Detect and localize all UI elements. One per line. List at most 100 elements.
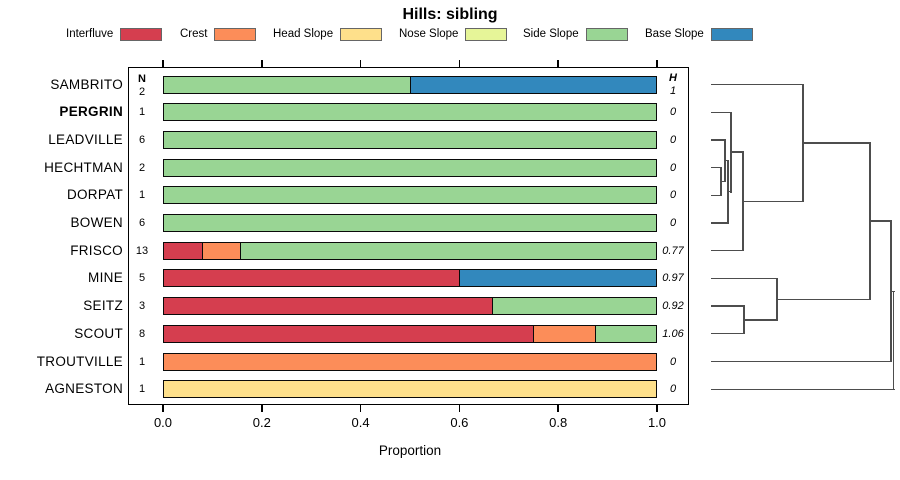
x-axis-label: Proportion [210, 443, 610, 458]
legend-swatch [340, 28, 382, 41]
dendrogram-segment [711, 278, 778, 279]
dendrogram-segment [890, 220, 891, 362]
x-tick-mark [557, 405, 559, 412]
stacked-bar [163, 242, 657, 260]
stacked-bar [163, 131, 657, 149]
n-value: 5 [131, 272, 153, 284]
h-value: 0.92 [657, 300, 689, 312]
bar-segment [164, 215, 656, 231]
n-column-header: N [131, 73, 153, 85]
bar-segment [595, 326, 657, 342]
x-tick-mark [360, 405, 362, 412]
dendrogram-segment [720, 167, 721, 196]
figure: Hills: sibling InterfluveCrestHead Slope… [0, 0, 900, 480]
legend-item: Crest [180, 27, 256, 41]
h-value: 1 [657, 85, 689, 97]
dendrogram-segment [744, 319, 778, 320]
row-label: LEADVILLE [0, 133, 123, 147]
x-tick-label: 0.2 [242, 415, 282, 430]
n-value: 3 [131, 300, 153, 312]
x-tick-mark [459, 405, 461, 412]
stacked-bar [163, 186, 657, 204]
bar-segment [459, 270, 656, 286]
stacked-bar [163, 353, 657, 371]
x-tick-mark [656, 60, 658, 67]
bar-segment [164, 160, 656, 176]
bar-segment [164, 243, 202, 259]
row-label: SAMBRITO [0, 78, 123, 92]
row-label: PERGRIN [0, 105, 123, 119]
dendrogram-segment [711, 84, 804, 85]
bar-segment [533, 326, 595, 342]
row-label: AGNESTON [0, 382, 123, 396]
dendrogram-segment [711, 250, 744, 251]
h-value: 0 [657, 106, 689, 118]
n-value: 2 [131, 86, 153, 98]
dendrogram-segment [743, 305, 744, 334]
n-value: 2 [131, 162, 153, 174]
bar-segment [492, 298, 656, 314]
legend-item-label: Interfluve [66, 28, 113, 40]
row-label: DORPAT [0, 188, 123, 202]
dendrogram-segment [711, 333, 745, 334]
bar-segment [164, 187, 656, 203]
bar-segment [164, 77, 410, 93]
n-value: 8 [131, 328, 153, 340]
dendrogram-segment [870, 220, 892, 221]
legend-item-label: Crest [180, 28, 207, 40]
bar-segment [240, 243, 656, 259]
chart-title: Hills: sibling [0, 6, 900, 24]
row-label: FRISCO [0, 244, 123, 258]
h-value: 0 [657, 356, 689, 368]
n-value: 1 [131, 189, 153, 201]
stacked-bar [163, 103, 657, 121]
legend-item-label: Side Slope [523, 28, 579, 40]
n-value: 1 [131, 106, 153, 118]
bar-segment [164, 354, 656, 370]
h-value: 0 [657, 383, 689, 395]
x-tick-mark [459, 60, 461, 67]
row-label: MINE [0, 271, 123, 285]
row-label: BOWEN [0, 216, 123, 230]
dendrogram-segment [711, 112, 732, 113]
legend-item: Nose Slope [399, 27, 507, 41]
n-value: 6 [131, 134, 153, 146]
dendrogram-segment [711, 389, 895, 390]
legend-swatch [465, 28, 507, 41]
stacked-bar [163, 76, 657, 94]
legend-item: Base Slope [645, 27, 753, 41]
dendrogram-segment [869, 142, 870, 300]
x-tick-mark [261, 60, 263, 67]
legend-swatch [586, 28, 628, 41]
bar-segment [410, 77, 656, 93]
legend-swatch [120, 28, 162, 41]
bar-segment [164, 298, 492, 314]
dendrogram-segment [742, 151, 743, 251]
legend-item: Interfluve [66, 27, 162, 41]
bar-segment [164, 104, 656, 120]
h-value: 0 [657, 217, 689, 229]
row-label: SCOUT [0, 327, 123, 341]
dendrogram-segment [893, 291, 894, 390]
dendrogram-segment [803, 142, 871, 143]
legend-item: Side Slope [523, 27, 628, 41]
row-label: SEITZ [0, 299, 123, 313]
bar-segment [164, 132, 656, 148]
n-value: 6 [131, 217, 153, 229]
dendrogram-segment [730, 112, 731, 193]
dendrogram-segment [802, 84, 803, 202]
dendrogram-segment [776, 278, 777, 321]
x-tick-mark [656, 405, 658, 412]
x-tick-label: 0.0 [143, 415, 183, 430]
x-tick-mark [360, 60, 362, 67]
x-tick-mark [162, 60, 164, 67]
h-value: 0.77 [657, 245, 689, 257]
x-tick-label: 1.0 [637, 415, 677, 430]
dendrogram-segment [711, 361, 892, 362]
bar-segment [164, 270, 459, 286]
legend-swatch [711, 28, 753, 41]
h-value: 0 [657, 162, 689, 174]
h-column-header: H [657, 72, 689, 84]
bar-segment [202, 243, 240, 259]
dendrogram-segment [724, 139, 725, 182]
